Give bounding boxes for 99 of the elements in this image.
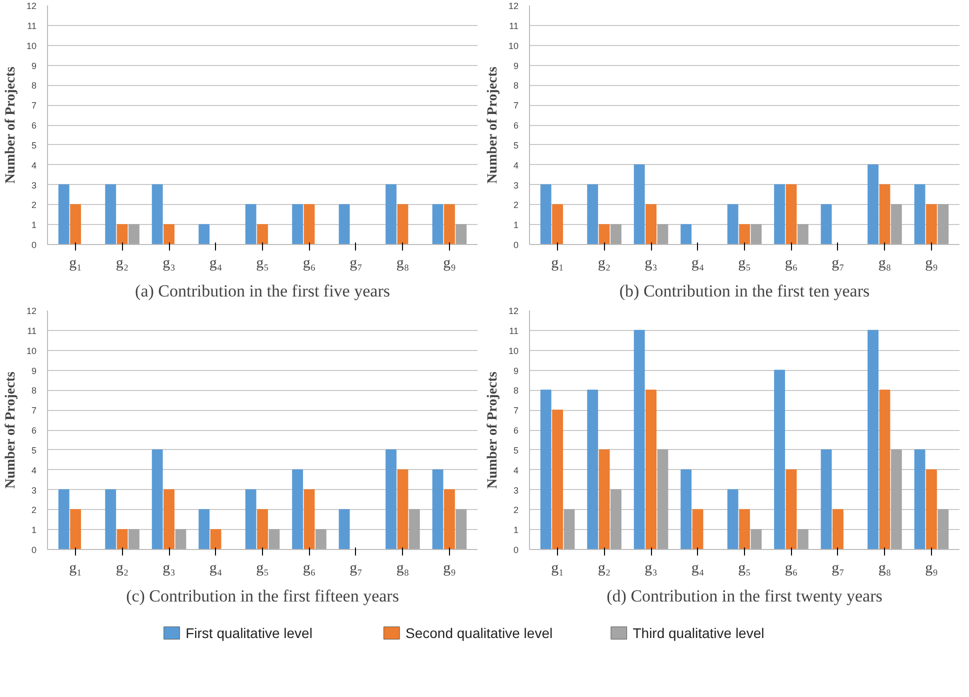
y-tick-label: 5 (31, 140, 37, 150)
y-tick-label: 11 (27, 326, 36, 336)
y-tick-label: 5 (513, 445, 519, 456)
y-tick-label: 0 (31, 545, 37, 555)
x-tick-label: g₂ (116, 256, 129, 272)
y-tick-label: 5 (31, 445, 37, 456)
y-tick-label: 7 (31, 406, 37, 416)
x-tick-label: g₅ (738, 256, 751, 272)
y-tick-label: 8 (31, 386, 37, 396)
text: (d) Contribution in the first twenty years (606, 586, 882, 606)
y-tick-label: 8 (513, 80, 519, 91)
x-tick-label: g₆ (302, 256, 316, 272)
y-tick-label: 3 (31, 485, 37, 496)
x-tick-label: g₇ (350, 256, 362, 272)
y-tick-label: 6 (513, 426, 519, 436)
y-tick-label: 0 (31, 240, 37, 250)
y-tick-label: 10 (26, 40, 37, 51)
text: (a) Contribution in the first five years (135, 282, 390, 300)
x-tick-label: g₃ (644, 560, 658, 576)
x-tick-label: g₄ (209, 256, 222, 272)
x-tick-label: g₅ (256, 256, 269, 272)
x-tick-label: g₁ (69, 256, 82, 272)
y-tick-label: 2 (31, 505, 37, 516)
legend-label: First qualitative level (186, 625, 312, 641)
x-tick-label: g₂ (598, 256, 611, 272)
x-tick-label: g₃ (162, 256, 176, 272)
x-tick-label: g₈ (878, 256, 892, 272)
x-tick-label: g₈ (396, 256, 410, 272)
x-tick-label: g₄ (691, 560, 704, 576)
y-axis-title: Number of Projects (3, 371, 18, 489)
x-tick-label: g₉ (925, 256, 938, 272)
y-tick-label: 12 (508, 1, 519, 11)
y-tick-label: 2 (513, 505, 519, 516)
text: (c) Contribution in the first fifteen years (126, 586, 399, 606)
y-tick-label: 0 (513, 545, 519, 555)
y-tick-label: 0 (513, 240, 519, 250)
y-tick-label: 6 (31, 426, 37, 436)
y-tick-label: 1 (31, 220, 37, 230)
y-tick-label: 3 (31, 180, 37, 190)
y-tick-label: 4 (31, 160, 37, 170)
y-tick-label: 7 (513, 100, 519, 111)
x-tick-label: g₆ (784, 256, 798, 272)
y-tick-label: 9 (513, 366, 519, 376)
x-tick-label: g₇ (832, 256, 844, 272)
y-tick-label: 9 (513, 60, 519, 71)
y-axis-title: Number of Projects (485, 66, 500, 184)
y-tick-label: 10 (508, 346, 519, 356)
x-tick-label: g₂ (598, 560, 611, 576)
y-axis-title: Number of Projects (485, 371, 500, 489)
y-tick-label: 2 (513, 200, 519, 210)
y-tick-label: 11 (509, 326, 518, 336)
x-tick-label: g₇ (350, 560, 362, 576)
y-tick-label: 1 (513, 525, 519, 536)
x-tick-label: g₁ (69, 560, 82, 576)
x-tick-label: g₄ (209, 560, 222, 576)
y-tick-label: 10 (26, 346, 37, 356)
x-tick-label: g₉ (443, 560, 456, 576)
x-tick-label: g₂ (116, 560, 129, 576)
x-tick-label: g₃ (162, 560, 176, 576)
y-tick-label: 8 (31, 80, 37, 91)
y-tick-label: 11 (27, 20, 36, 31)
y-tick-label: 12 (26, 1, 37, 11)
x-tick-label: g₈ (878, 560, 892, 576)
y-tick-label: 4 (513, 465, 519, 476)
x-tick-label: g₈ (396, 560, 410, 576)
y-tick-label: 12 (26, 306, 37, 316)
text: (b) Contribution in the first ten years (619, 282, 870, 300)
x-tick-label: g₁ (551, 560, 564, 576)
y-tick-label: 11 (509, 20, 518, 31)
y-tick-label: 9 (31, 366, 37, 376)
x-tick-label: g₇ (832, 560, 844, 576)
x-tick-label: g₅ (256, 560, 269, 576)
x-tick-label: g₄ (691, 256, 704, 272)
x-tick-label: g₆ (302, 560, 316, 576)
y-tick-label: 12 (508, 306, 519, 316)
y-tick-label: 5 (513, 140, 519, 150)
y-tick-label: 10 (508, 40, 519, 51)
y-tick-label: 2 (31, 200, 37, 210)
x-tick-label: g₉ (443, 256, 456, 272)
x-tick-label: g₁ (551, 256, 564, 272)
x-tick-label: g₃ (644, 256, 658, 272)
y-tick-label: 3 (513, 180, 519, 190)
y-tick-label: 4 (513, 160, 519, 170)
x-tick-label: g₅ (738, 560, 751, 576)
legend-label: Third qualitative level (632, 625, 764, 641)
y-tick-label: 8 (513, 386, 519, 396)
legend-label: Second qualitative level (406, 625, 553, 641)
y-axis-title: Number of Projects (3, 66, 18, 184)
y-tick-label: 3 (513, 485, 519, 496)
x-tick-label: g₆ (784, 560, 798, 576)
y-tick-label: 9 (31, 60, 37, 71)
y-tick-label: 6 (513, 120, 519, 130)
y-tick-label: 1 (31, 525, 37, 536)
x-tick-label: g₉ (925, 560, 938, 576)
y-tick-label: 6 (31, 120, 37, 130)
y-tick-label: 7 (513, 406, 519, 416)
y-tick-label: 7 (31, 100, 37, 111)
y-tick-label: 4 (31, 465, 37, 476)
y-tick-label: 1 (513, 220, 519, 230)
